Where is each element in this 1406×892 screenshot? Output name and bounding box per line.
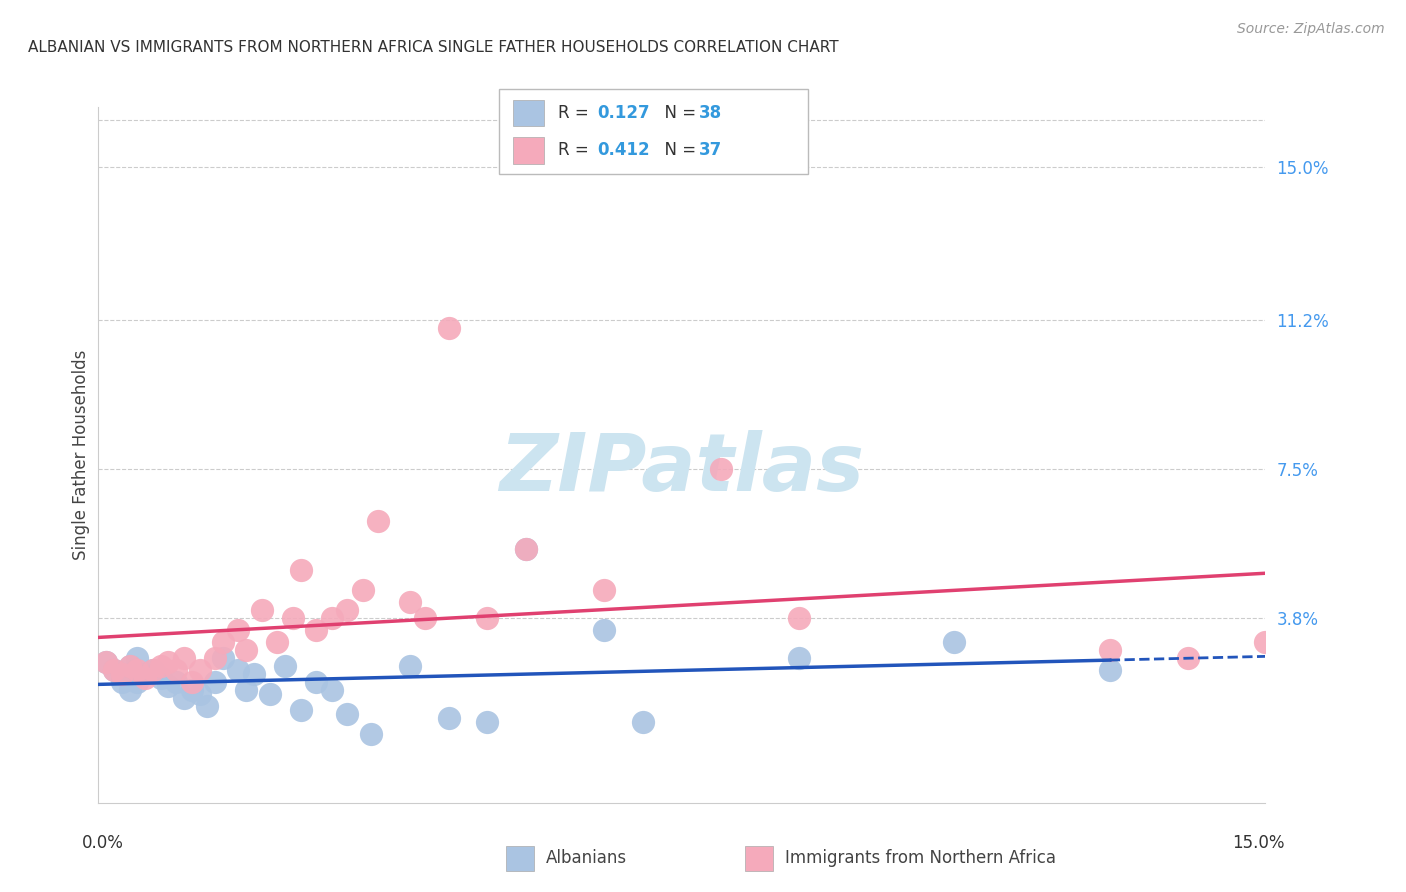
Point <box>228 663 250 677</box>
Point <box>134 667 156 681</box>
Point <box>259 687 281 701</box>
Point <box>593 582 616 597</box>
Point <box>188 663 211 677</box>
Point <box>305 675 328 690</box>
Text: R =: R = <box>558 141 595 159</box>
Point <box>413 611 436 625</box>
Point <box>204 651 226 665</box>
Point <box>787 651 810 665</box>
Point <box>111 667 134 681</box>
Point <box>127 675 149 690</box>
Point <box>367 514 389 528</box>
Point <box>321 611 343 625</box>
Point <box>336 603 359 617</box>
Text: 15.0%: 15.0% <box>1232 834 1285 852</box>
Point <box>127 663 149 677</box>
Point <box>515 542 537 557</box>
Point <box>321 683 343 698</box>
Point <box>212 635 235 649</box>
Point <box>111 667 134 681</box>
Text: 0.412: 0.412 <box>598 141 650 159</box>
Point <box>142 663 165 677</box>
Point <box>188 687 211 701</box>
Point <box>631 715 654 730</box>
Text: N =: N = <box>654 141 702 159</box>
Point <box>103 663 125 677</box>
Point <box>398 659 420 673</box>
Text: ALBANIAN VS IMMIGRANTS FROM NORTHERN AFRICA SINGLE FATHER HOUSEHOLDS CORRELATION: ALBANIAN VS IMMIGRANTS FROM NORTHERN AFR… <box>28 40 839 55</box>
Point <box>149 659 172 673</box>
Point <box>235 683 257 698</box>
Text: N =: N = <box>654 104 702 122</box>
Point <box>437 321 460 335</box>
Point <box>1254 635 1277 649</box>
Text: ZIPatlas: ZIPatlas <box>499 430 865 508</box>
Point <box>212 651 235 665</box>
Text: 0.0%: 0.0% <box>82 834 124 852</box>
Point <box>943 635 966 649</box>
Point <box>111 675 134 690</box>
Point <box>173 691 195 706</box>
Point <box>195 699 218 714</box>
Point <box>787 611 810 625</box>
Point <box>96 655 118 669</box>
Text: Source: ZipAtlas.com: Source: ZipAtlas.com <box>1237 22 1385 37</box>
Point <box>710 462 733 476</box>
Point <box>250 603 273 617</box>
Point <box>118 659 141 673</box>
Point <box>127 651 149 665</box>
Point <box>157 679 180 693</box>
Point <box>477 611 499 625</box>
Point <box>157 655 180 669</box>
Text: 0.127: 0.127 <box>598 104 650 122</box>
Point <box>305 623 328 637</box>
Point <box>1177 651 1199 665</box>
Point <box>360 727 382 741</box>
Point <box>118 683 141 698</box>
Point <box>1098 663 1121 677</box>
Point <box>228 623 250 637</box>
Point <box>266 635 288 649</box>
Point <box>437 711 460 725</box>
Point <box>96 655 118 669</box>
Point <box>281 611 304 625</box>
Point <box>477 715 499 730</box>
Point <box>173 651 195 665</box>
Point <box>180 675 202 690</box>
Point <box>243 667 266 681</box>
Point <box>274 659 297 673</box>
Point <box>134 671 156 685</box>
Point <box>515 542 537 557</box>
Point <box>336 707 359 722</box>
Text: 38: 38 <box>699 104 721 122</box>
Point <box>165 675 187 690</box>
Point <box>204 675 226 690</box>
Point <box>165 663 187 677</box>
Point <box>398 595 420 609</box>
Point <box>1098 643 1121 657</box>
Y-axis label: Single Father Households: Single Father Households <box>72 350 90 560</box>
Text: 37: 37 <box>699 141 723 159</box>
Point <box>290 703 312 717</box>
Point <box>593 623 616 637</box>
Point <box>103 663 125 677</box>
Point <box>142 663 165 677</box>
Point <box>149 671 172 685</box>
Point <box>290 562 312 576</box>
Point <box>235 643 257 657</box>
Point <box>352 582 374 597</box>
Text: R =: R = <box>558 104 595 122</box>
Text: Immigrants from Northern Africa: Immigrants from Northern Africa <box>785 849 1056 867</box>
Point <box>180 683 202 698</box>
Point <box>118 659 141 673</box>
Text: Albanians: Albanians <box>546 849 627 867</box>
